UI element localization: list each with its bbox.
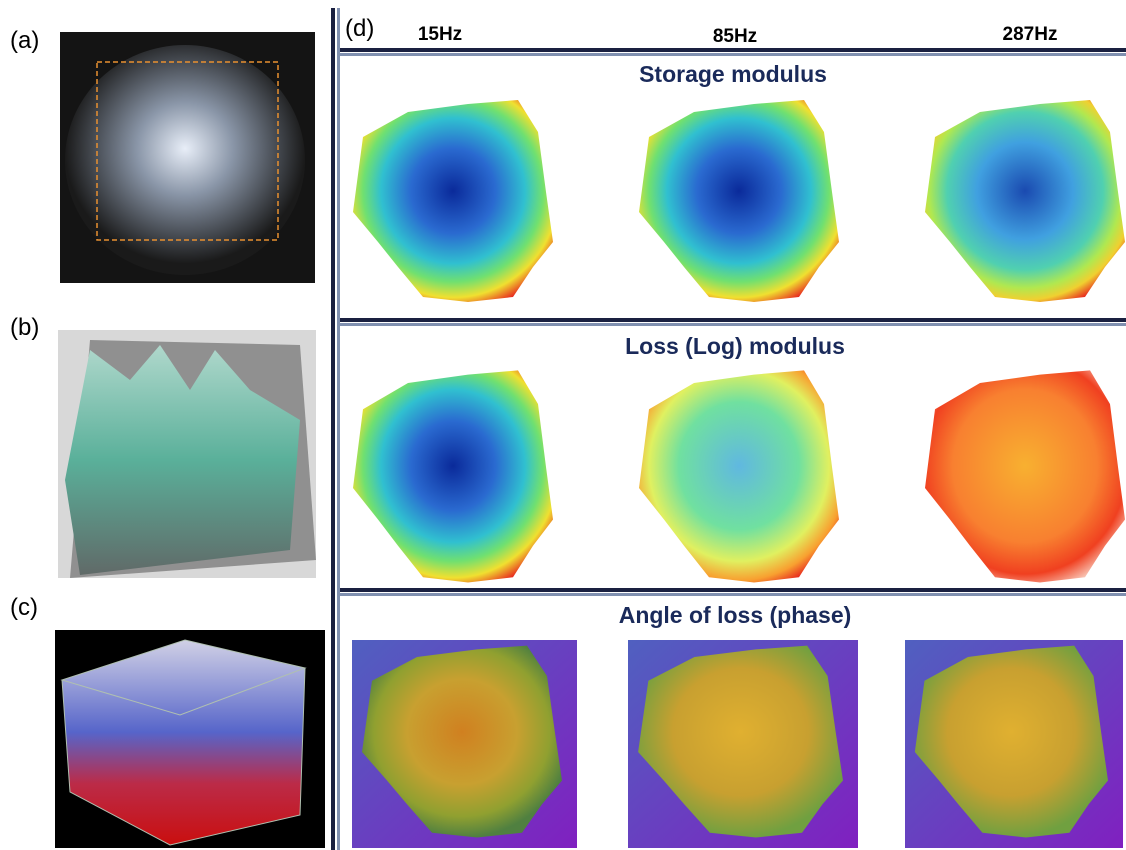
row-title: Angle of loss (phase)	[619, 602, 852, 628]
frequency-label: 287Hz	[1003, 24, 1058, 45]
panel-label: (b)	[10, 314, 39, 341]
divider	[340, 323, 1126, 326]
heatmap	[353, 100, 553, 302]
divider	[340, 53, 1126, 56]
divider	[340, 318, 1126, 322]
divider	[340, 588, 1126, 592]
divider	[340, 593, 1126, 596]
panel-label: (a)	[10, 27, 39, 54]
heatmap	[353, 370, 553, 583]
row-title: Loss (Log) modulus	[625, 333, 845, 359]
map-grid	[352, 100, 1125, 848]
volume-box-edges	[61, 667, 306, 846]
divider	[331, 8, 335, 850]
divider	[337, 8, 340, 850]
heatmap	[925, 100, 1125, 302]
heatmap	[639, 100, 839, 302]
frequency-label: 15Hz	[418, 24, 462, 45]
frequency-label: 85Hz	[713, 26, 757, 47]
cell-glow	[65, 45, 305, 275]
divider	[340, 48, 1126, 52]
row-title: Storage modulus	[639, 61, 827, 87]
panel-label: (d)	[345, 15, 374, 42]
terrain	[65, 345, 300, 575]
heatmap	[639, 370, 839, 583]
roi-box	[96, 61, 279, 241]
panel-label: (c)	[10, 594, 38, 621]
heatmap	[925, 370, 1125, 583]
